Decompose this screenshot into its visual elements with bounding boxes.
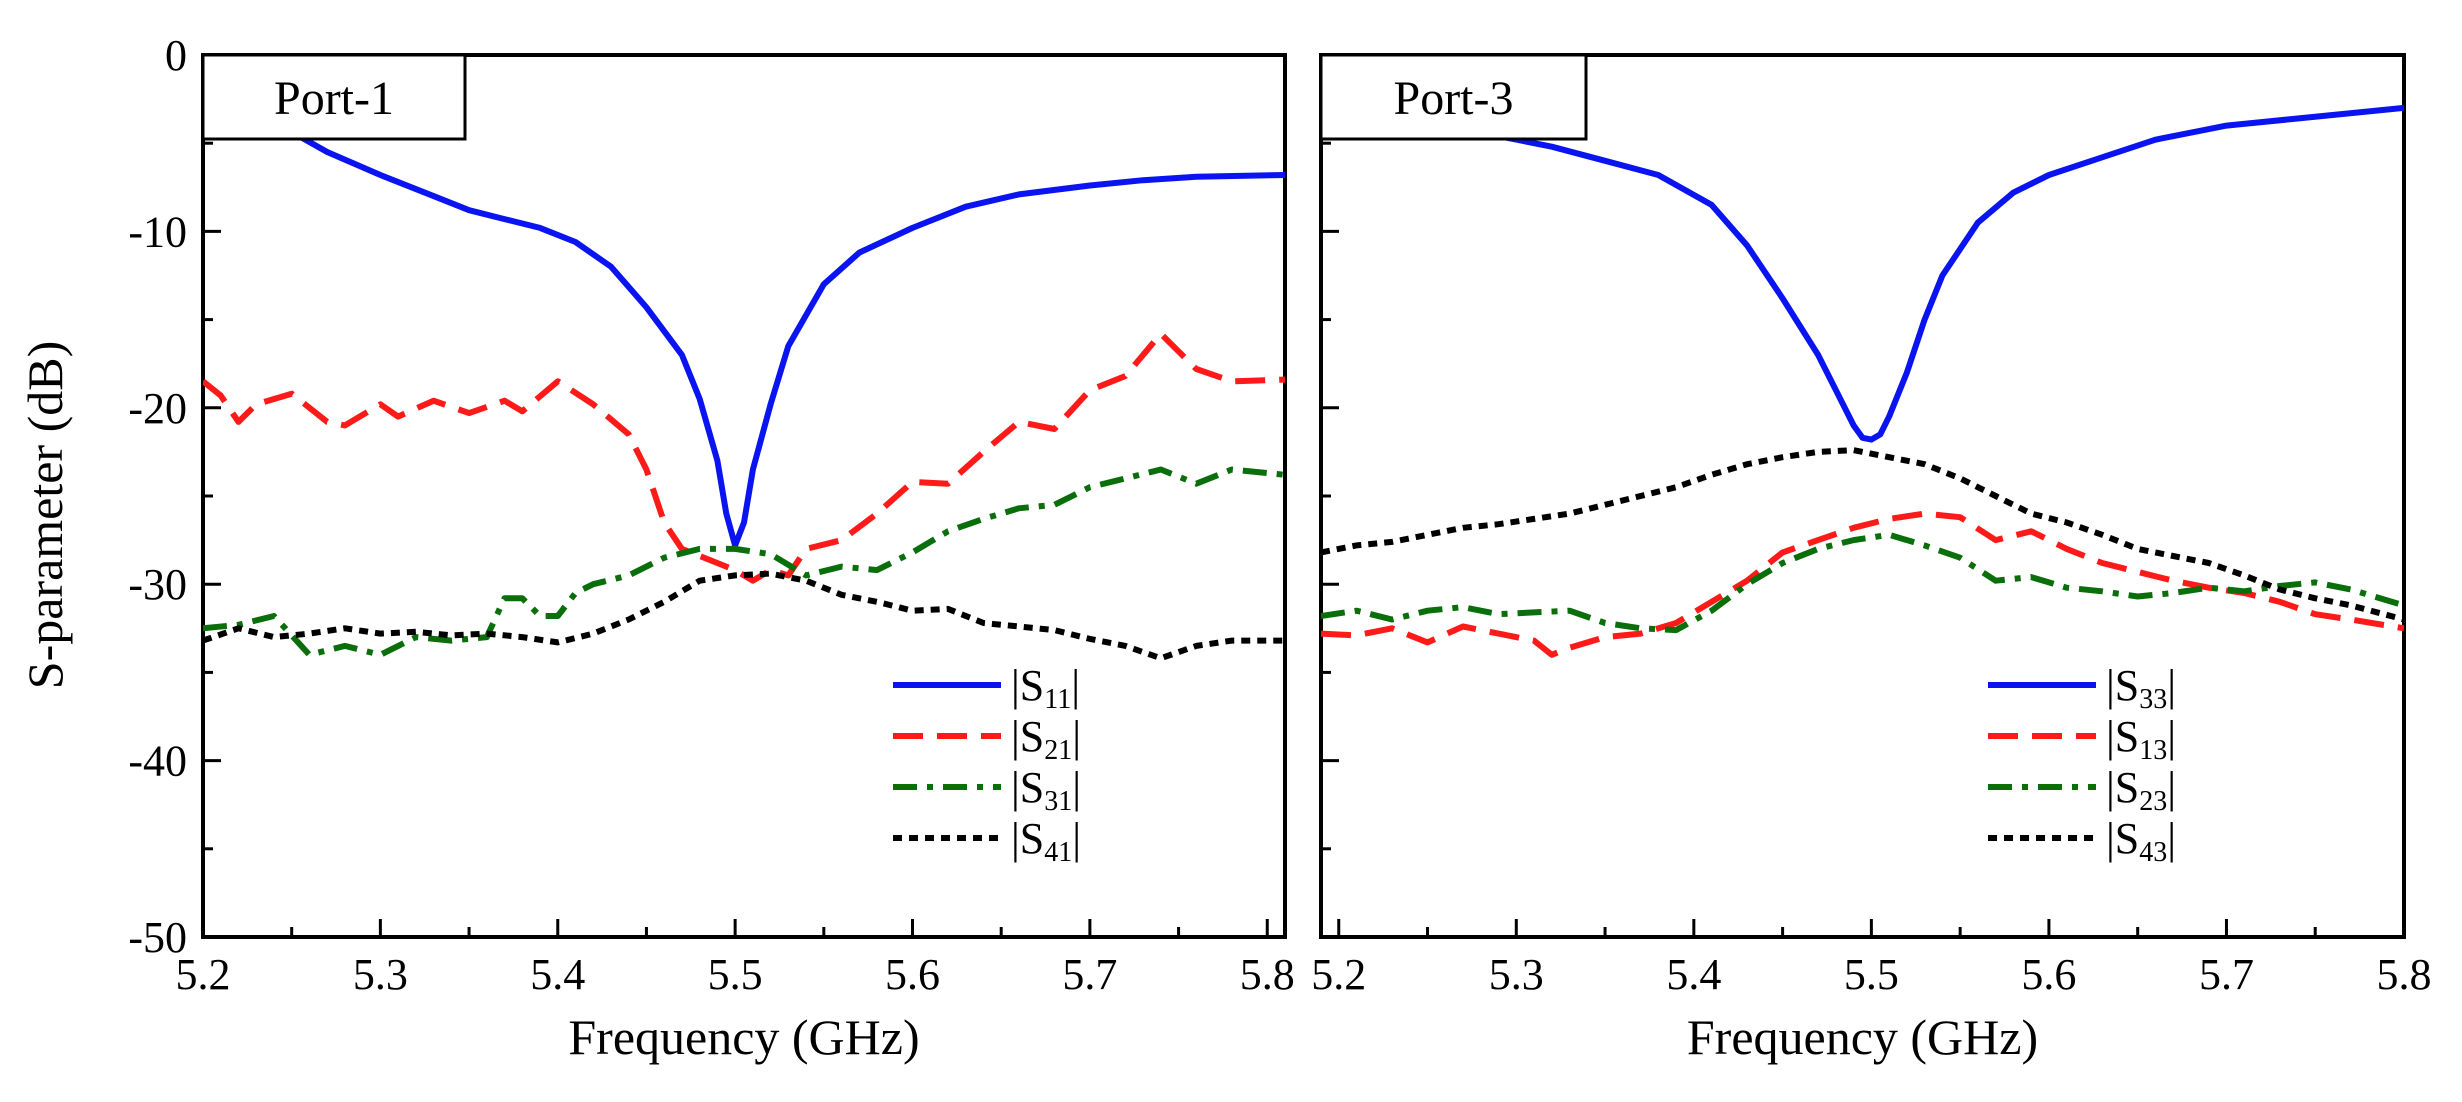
x-tick-label: 5.6: [885, 950, 940, 999]
legend: |S11||S21||S31||S41|: [893, 661, 1081, 868]
series-group: [203, 96, 1285, 662]
y-tick-label: -10: [128, 207, 187, 256]
x-tick-label: 5.8: [1240, 950, 1295, 999]
legend-entry: |S33|: [2106, 661, 2176, 715]
port-title-box: Port-3: [1319, 53, 1588, 141]
x-tick-label: 5.8: [2377, 950, 2432, 999]
x-tick-label: 5.2: [1311, 950, 1366, 999]
plot-frame: [1319, 53, 2406, 939]
x-tick-label: 5.4: [530, 950, 585, 999]
legend-entry: |S23|: [2106, 763, 2176, 817]
y-tick-label: -30: [128, 560, 187, 609]
series-line-s33: [1321, 104, 2404, 443]
y-tick-label: -40: [128, 737, 187, 786]
legend-entry: |S31|: [1011, 763, 1081, 817]
series-line-s21: [203, 330, 1285, 584]
series-line-s23: [1321, 531, 2404, 634]
y-axis-title: S-parameter (dB): [17, 341, 73, 689]
y-tick-label: -20: [128, 384, 187, 433]
port-title-box: Port-1: [201, 53, 467, 141]
legend: |S33||S13||S23||S43|: [1988, 661, 2176, 868]
x-tick-label: 5.6: [2021, 950, 2076, 999]
plot-frame: [201, 53, 1287, 939]
port-title: Port-3: [1394, 72, 1514, 125]
series-line-s41: [203, 570, 1285, 662]
x-axis-title: Frequency (GHz): [1687, 1009, 2038, 1065]
port-3-panel: 5.2 5.3 5.4 5.5 5.6 5.7 5.8 Frequency (GHz) Port…: [1311, 53, 2432, 1065]
x-tick-label: 5.4: [1666, 950, 1721, 999]
port-title: Port-1: [274, 72, 394, 125]
x-tick-label: 5.7: [2199, 950, 2254, 999]
series-line-s13: [1321, 510, 2404, 658]
series-line-s43: [1321, 447, 2404, 623]
port-1-panel: 0 -10 -20 -30 -40 -505.2 5.3 5.4 5.5 5.6 5.7 5.8 Fre…: [128, 31, 1294, 1065]
legend-entry: |S41|: [1011, 814, 1081, 868]
legend-entry: |S43|: [2106, 814, 2176, 868]
x-tick-label: 5.7: [1062, 950, 1117, 999]
x-tick-label: 5.2: [176, 950, 231, 999]
legend-entry: |S11|: [1011, 661, 1080, 715]
series-line-s31: [203, 466, 1285, 658]
y-tick-label: -50: [128, 913, 187, 962]
legend-entry: |S21|: [1011, 712, 1081, 766]
x-axis-title: Frequency (GHz): [568, 1009, 919, 1065]
x-tick-label: 5.5: [1844, 950, 1899, 999]
legend-entry: |S13|: [2106, 712, 2176, 766]
series-line-s11: [203, 96, 1285, 549]
series-group: [1321, 104, 2404, 658]
x-tick-label: 5.3: [1489, 950, 1544, 999]
x-tick-label: 5.5: [708, 950, 763, 999]
y-tick-label: 0: [165, 31, 187, 80]
x-tick-label: 5.3: [353, 950, 408, 999]
